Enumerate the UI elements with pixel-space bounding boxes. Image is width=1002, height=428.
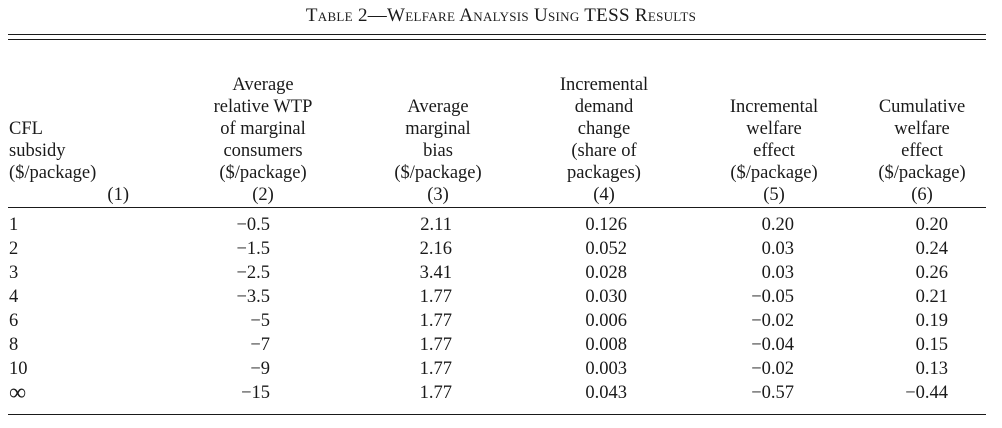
header-line: Incremental (729, 97, 819, 117)
table-row: 3 −2.5 3.41 0.028 0.03 0.26 (0, 261, 1002, 285)
table-row: 6 −5 1.77 0.006 −0.02 0.19 (0, 309, 1002, 333)
table-cell: −3.5 (236, 287, 270, 307)
table-row: 8 −7 1.77 0.008 −0.04 0.15 (0, 333, 1002, 357)
header-line: effect (753, 141, 795, 161)
table-cell: 0.008 (585, 335, 627, 355)
table-cell: 2.11 (420, 215, 452, 235)
header-line: marginal (405, 119, 471, 139)
table-cell: −0.02 (751, 311, 794, 331)
column-number: (6) (911, 185, 933, 205)
header-line: ($/package) (394, 163, 482, 183)
table-cell: 0.006 (585, 311, 627, 331)
table-cell: 6 (9, 311, 19, 331)
table-cell: −5 (250, 311, 270, 331)
table-row: 2 −1.5 2.16 0.052 0.03 0.24 (0, 237, 1002, 261)
table-cell: 1.77 (419, 335, 452, 355)
header-line: Incremental (559, 75, 649, 95)
header-line: welfare (894, 119, 950, 139)
header-line: ($/package) (730, 163, 818, 183)
table-caption: Table 2—Welfare Analysis Using TESS Resu… (305, 5, 697, 26)
table-row: 1 −0.5 2.11 0.126 0.20 0.20 (0, 213, 1002, 237)
column-number: (3) (427, 185, 449, 205)
top-rule (8, 34, 986, 36)
table-cell: 0.21 (915, 287, 948, 307)
table-cell: 0.028 (585, 263, 627, 283)
header-line: demand (574, 97, 634, 117)
table-cell: 0.26 (915, 263, 948, 283)
table-cell: 8 (9, 335, 19, 355)
table-cell: 4 (9, 287, 19, 307)
table-cell: −0.05 (751, 287, 794, 307)
column-number: (1) (107, 185, 129, 205)
header-line: ($/package) (9, 163, 97, 183)
table-cell: 2 (9, 239, 19, 259)
column-number: (4) (593, 185, 615, 205)
table-cell: −0.02 (751, 359, 794, 379)
table-cell: −15 (241, 383, 270, 403)
column-header-1: CFL subsidy ($/package) (1) (9, 58, 129, 206)
table-cell: −1.5 (236, 239, 270, 259)
header-line: subsidy (9, 141, 66, 161)
table-cell: 10 (9, 359, 28, 379)
table-cell: 0.13 (915, 359, 948, 379)
header-line: bias (423, 141, 453, 161)
table-cell: 0.24 (915, 239, 948, 259)
table-cell: 3.41 (419, 263, 452, 283)
table-cell: 3 (9, 263, 19, 283)
header-line: packages) (567, 163, 641, 183)
table-cell: 0.20 (915, 215, 948, 235)
header-line: CFL (9, 119, 43, 139)
table-cell: 2.16 (419, 239, 452, 259)
table-row: 4 −3.5 1.77 0.030 −0.05 0.21 (0, 285, 1002, 309)
bottom-rule (8, 414, 986, 415)
header-line: Average (232, 75, 294, 95)
column-number: (5) (763, 185, 785, 205)
table-cell: 0.03 (761, 239, 794, 259)
table-cell: 0.19 (915, 311, 948, 331)
table-cell: −9 (250, 359, 270, 379)
column-header-6: Cumulative welfare effect ($/package) (6… (862, 58, 982, 206)
header-rule (8, 207, 986, 208)
column-number: (2) (252, 185, 274, 205)
table-cell: −2.5 (236, 263, 270, 283)
column-header-3: Average marginal bias ($/package) (3) (368, 58, 508, 206)
table-cell: 0.030 (585, 287, 627, 307)
table-cell: −0.5 (236, 215, 270, 235)
header-line: effect (901, 141, 943, 161)
column-header-2: Average relative WTP of marginal consume… (183, 58, 343, 206)
table-row: 10 −9 1.77 0.003 −0.02 0.13 (0, 357, 1002, 381)
table-cell: −0.44 (905, 383, 948, 403)
table-row: ∞ −15 1.77 0.043 −0.57 −0.44 (0, 381, 1002, 405)
table-cell: 0.15 (915, 335, 948, 355)
column-header-5: Incremental welfare effect ($/package) (… (709, 58, 839, 206)
header-line: welfare (746, 119, 802, 139)
table-cell: 0.043 (585, 383, 627, 403)
header-line: ($/package) (878, 163, 966, 183)
table-cell: 1.77 (419, 311, 452, 331)
header-line: of marginal (220, 119, 306, 139)
table-cell: −7 (250, 335, 270, 355)
header-line: Average (407, 97, 469, 117)
header-line: ($/package) (219, 163, 307, 183)
table-cell: ∞ (9, 380, 27, 406)
column-header-4: Incremental demand change (share of pack… (534, 58, 674, 206)
table-cell: 1 (9, 215, 19, 235)
header-line: consumers (223, 141, 303, 161)
table-cell: 0.052 (585, 239, 627, 259)
table-cell: −0.04 (751, 335, 794, 355)
table-cell: 0.20 (761, 215, 794, 235)
table-cell: 1.77 (419, 359, 452, 379)
header-line: (share of (571, 141, 637, 161)
table-cell: 0.003 (585, 359, 627, 379)
table-cell: −0.57 (751, 383, 794, 403)
table-cell: 1.77 (419, 383, 452, 403)
header-line: relative WTP (213, 97, 313, 117)
table-cell: 0.03 (761, 263, 794, 283)
top-rule-inner (8, 39, 986, 41)
header-line: change (577, 119, 631, 139)
table-cell: 1.77 (419, 287, 452, 307)
header-line: Cumulative (878, 97, 966, 117)
table-cell: 0.126 (585, 215, 627, 235)
